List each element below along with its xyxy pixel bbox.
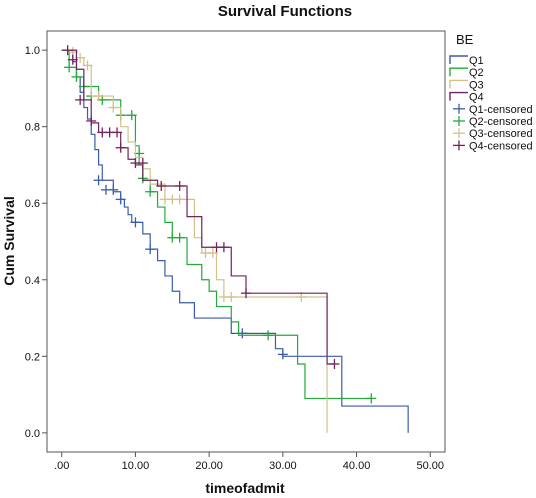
censor-marker-q1 [93,175,104,186]
series-line-q1 [61,49,409,433]
x-tick-label: .00 [54,460,69,472]
censor-marker-q2 [263,330,274,341]
legend-line-icon [449,55,468,64]
legend-line-icon [449,91,468,101]
legend-entry: Q4-censored [453,140,533,152]
legend: BE Q1Q2Q3Q4Q1-censoredQ2-censoredQ3-cens… [449,32,533,152]
censor-marker-q1 [130,217,141,228]
censor-marker-q2 [174,232,185,243]
legend-entry: Q4 [449,91,484,104]
legend-label: Q1 [469,55,484,67]
legend-label: Q2-censored [469,116,533,128]
censor-marker-q2 [366,393,377,404]
censor-marker-q4 [67,54,78,65]
legend-entry: Q3 [449,79,484,91]
censor-marker-q4 [156,181,167,192]
legend-line-icon [449,67,468,77]
legend-label: Q3-censored [469,128,533,140]
series-layer [61,45,409,433]
censor-marker-q4 [218,242,229,253]
censor-marker-q1 [115,194,126,205]
x-tick-label: 50.00 [416,460,444,472]
y-tick-label: 0.0 [25,428,40,440]
series-line-q4 [61,49,335,365]
censor-marker-q4 [86,115,97,126]
y-tick-label: 0.4 [25,275,40,287]
y-axis-label: Cum Survival [1,196,17,285]
x-tick-label: 10.00 [122,460,150,472]
censor-marker-q3 [82,60,93,71]
plot-frame [46,30,446,453]
censor-marker-q1 [108,184,119,195]
censor-marker-q4 [174,181,185,192]
censor-marker-q1 [145,244,156,255]
censor-marker-q3 [174,194,185,205]
y-axis: 0.0 0.2 0.4 0.6 0.8 1.0 [25,45,47,440]
legend-label: Q2 [469,67,484,79]
legend-entry: Q1-censored [453,103,533,116]
censor-marker-q2 [145,186,156,197]
legend-line-icon [449,79,468,89]
y-tick-label: 0.8 [25,122,40,134]
censor-marker-q3 [207,247,218,258]
legend-entry: Q2 [449,67,484,79]
x-tick-label: 20.00 [195,460,223,472]
censor-marker-q4 [62,45,73,56]
censor-marker-q4 [137,158,148,169]
censor-marker-q4 [112,127,123,138]
legend-label: Q4-censored [469,140,533,152]
censor-marker-q4 [241,288,251,299]
y-tick-label: 1.0 [25,45,40,57]
legend-label: Q3 [469,79,484,91]
legend-entry: Q3-censored [453,128,533,140]
x-tick-label: 30.00 [269,460,297,472]
x-tick-label: 40.00 [343,460,371,472]
y-tick-label: 0.2 [25,351,40,363]
x-axis-label: timeofadmit [205,480,285,496]
legend-entry: Q2-censored [453,116,533,128]
legend-entry: Q1 [449,55,484,67]
chart-title: Survival Functions [218,3,352,20]
censor-marker-q2 [64,62,75,73]
censor-marker-q3 [226,291,237,302]
censor-marker-q1 [277,349,288,360]
censor-marker-q3 [93,91,104,102]
censor-marker-q2 [126,110,137,121]
y-tick-label: 0.6 [25,198,40,210]
legend-title: BE [456,32,474,47]
series-line-q2 [61,49,372,400]
censor-marker-q4 [75,94,86,105]
legend-label: Q1-censored [469,104,533,116]
censor-marker-q4 [115,142,126,153]
censor-marker-q4 [329,358,340,369]
censor-marker-q3 [108,102,119,113]
censor-marker-q2 [71,71,82,82]
legend-label: Q4 [469,92,484,104]
x-axis: .00 10.00 20.00 30.00 40.00 50.00 [54,452,444,472]
